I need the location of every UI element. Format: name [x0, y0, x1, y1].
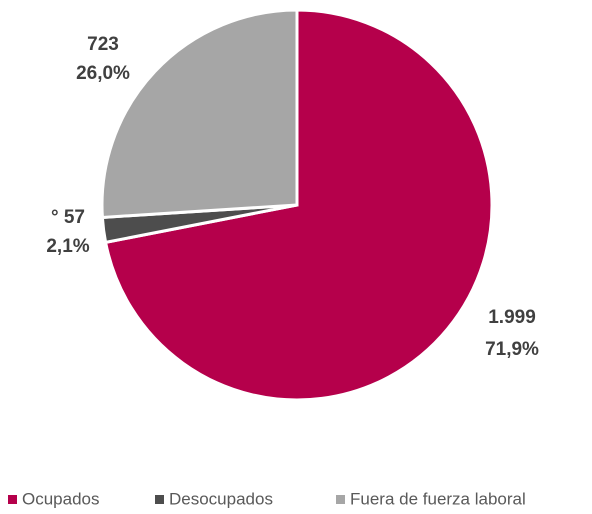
legend-swatch	[8, 495, 17, 504]
legend-swatch	[155, 495, 164, 504]
data-label: 723	[87, 34, 119, 55]
data-label: ° 57	[51, 207, 85, 228]
percent-label: 2,1%	[46, 236, 89, 257]
pie-slice	[100, 8, 299, 220]
percent-label: 26,0%	[76, 63, 130, 84]
legend-label: Ocupados	[22, 489, 100, 508]
percent-label: 71,9%	[485, 339, 539, 360]
pie-slice	[103, 8, 494, 402]
data-label: 1.999	[488, 307, 536, 328]
legend-label: Fuera de fuerza laboral	[350, 489, 526, 508]
legend-label: Desocupados	[169, 489, 273, 508]
legend-swatch	[336, 495, 345, 504]
